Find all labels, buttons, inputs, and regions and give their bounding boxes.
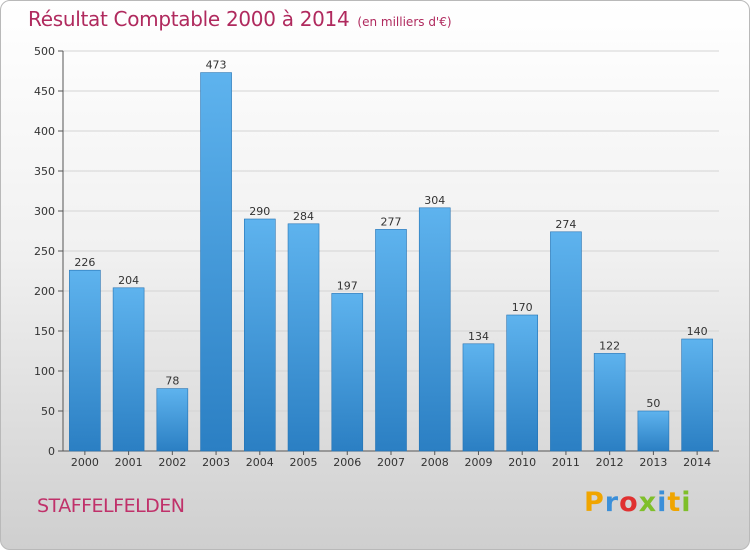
- labels: 0501001502002503003504004505002262000204…: [34, 45, 711, 469]
- chart-title: Résultat Comptable 2000 à 2014 (en millie…: [28, 7, 452, 31]
- bar-2001: [112, 287, 145, 452]
- x-tick-label: 2003: [202, 456, 230, 469]
- y-tick-label: 250: [34, 245, 55, 258]
- data-label-2006: 197: [337, 279, 358, 292]
- x-tick-label: 2014: [683, 456, 711, 469]
- x-tick-label: 2007: [377, 456, 405, 469]
- x-tick-label: 2004: [246, 456, 274, 469]
- y-tick-label: 0: [48, 445, 55, 458]
- data-label-2008: 304: [424, 194, 445, 207]
- x-tick-label: 2013: [639, 456, 667, 469]
- data-label-2013: 50: [646, 397, 660, 410]
- x-tick-label: 2011: [552, 456, 580, 469]
- bars: [69, 72, 713, 452]
- commune-name: STAFFELFELDEN: [37, 495, 185, 517]
- logo-letter: r: [604, 487, 620, 518]
- y-tick-label: 300: [34, 205, 55, 218]
- bar-2005: [287, 223, 320, 452]
- data-label-2012: 122: [599, 339, 620, 352]
- data-label-2009: 134: [468, 330, 489, 343]
- y-tick-label: 150: [34, 325, 55, 338]
- y-tick-label: 350: [34, 165, 55, 178]
- bar-2004: [244, 218, 276, 452]
- x-tick-label: 2002: [158, 456, 186, 469]
- data-label-2007: 277: [381, 215, 402, 228]
- logo-letter: x: [638, 487, 658, 518]
- bar-2013: [637, 410, 670, 452]
- data-label-2005: 284: [293, 210, 314, 223]
- logo-letter: P: [584, 487, 605, 518]
- logo-letter: i: [681, 487, 692, 518]
- proxiti-logo: Proxiti: [584, 487, 692, 518]
- y-tick-label: 200: [34, 285, 55, 298]
- x-tick-label: 2012: [596, 456, 624, 469]
- bar-2007: [375, 229, 407, 452]
- y-tick-label: 400: [34, 125, 55, 138]
- bar-2003: [200, 72, 232, 452]
- bar-2014: [681, 338, 713, 452]
- data-label-2004: 290: [249, 205, 270, 218]
- x-tick-label: 2000: [71, 456, 99, 469]
- data-label-2003: 473: [206, 59, 227, 72]
- bar-2009: [462, 343, 495, 452]
- logo-letter: i: [657, 487, 668, 518]
- data-label-2001: 204: [118, 274, 139, 287]
- bar-2012: [593, 353, 626, 452]
- data-label-2014: 140: [687, 325, 708, 338]
- x-tick-label: 2010: [508, 456, 536, 469]
- logo-letter: t: [667, 487, 682, 518]
- x-tick-label: 2008: [421, 456, 449, 469]
- bar-2011: [550, 231, 582, 452]
- chart-subtitle: (en milliers d'€): [357, 15, 452, 29]
- data-label-2000: 226: [74, 256, 95, 269]
- bar-2008: [418, 207, 451, 452]
- x-tick-label: 2005: [290, 456, 318, 469]
- data-label-2011: 274: [555, 218, 576, 231]
- y-tick-label: 500: [34, 45, 55, 58]
- data-label-2010: 170: [512, 301, 533, 314]
- y-tick-label: 50: [41, 405, 55, 418]
- logo-letter: o: [619, 487, 639, 518]
- data-label-2002: 78: [165, 375, 179, 388]
- bar-2010: [506, 314, 539, 452]
- x-tick-label: 2006: [333, 456, 361, 469]
- bar-2006: [331, 293, 364, 452]
- x-tick-label: 2009: [464, 456, 492, 469]
- y-tick-label: 100: [34, 365, 55, 378]
- bar-2000: [69, 269, 101, 452]
- x-tick-label: 2001: [115, 456, 143, 469]
- bar-2002: [156, 388, 189, 452]
- chart-title-main: Résultat Comptable 2000 à 2014: [28, 7, 350, 31]
- y-tick-label: 450: [34, 85, 55, 98]
